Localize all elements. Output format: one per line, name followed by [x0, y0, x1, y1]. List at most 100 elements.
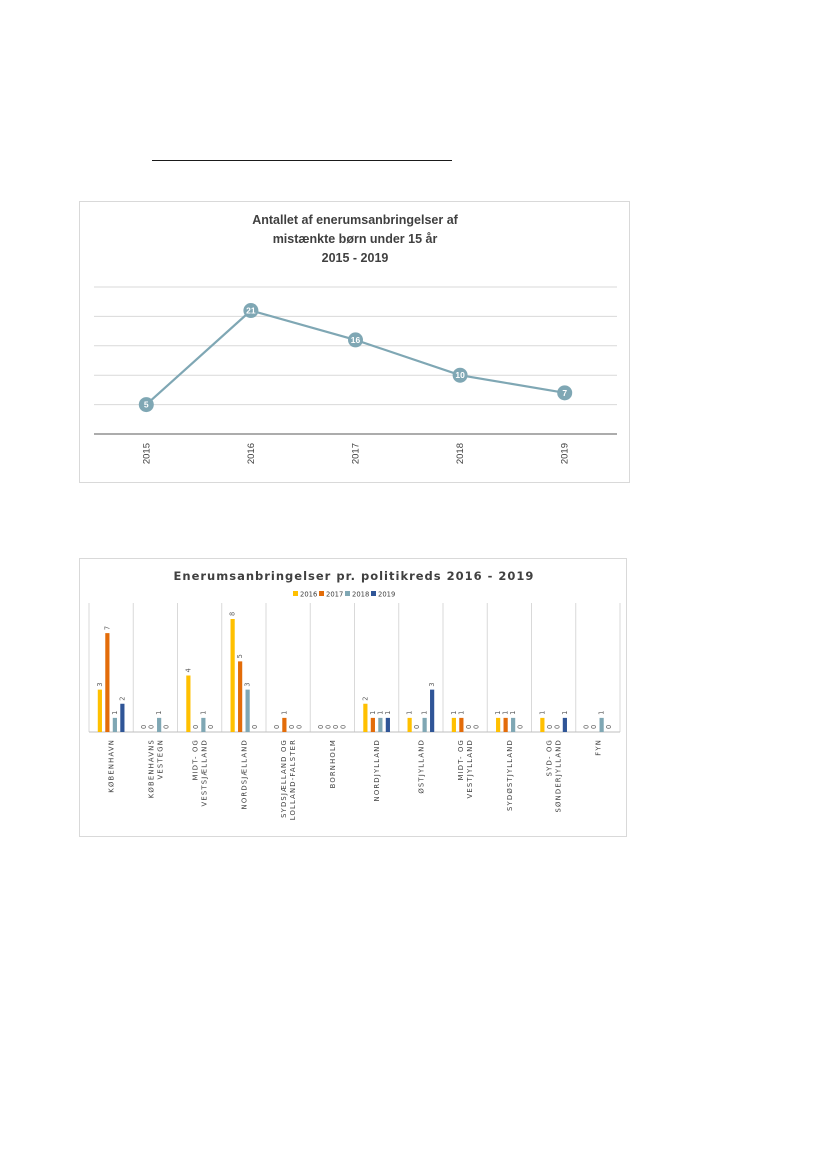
data-point-marker: [243, 303, 259, 319]
legend-swatch: [293, 591, 298, 596]
bar: [282, 717, 287, 732]
bar-value-label: 5: [236, 654, 244, 658]
bar-value-label: 0: [273, 725, 281, 729]
bar-value-label: 0: [465, 725, 473, 729]
heading-underline-rule: [152, 160, 452, 161]
bar-value-label: 1: [421, 711, 429, 715]
bar-value-label: 0: [553, 725, 561, 729]
bar-value-label: 0: [413, 725, 421, 729]
chart-title-line: Antallet af enerumsanbringelser af: [252, 213, 458, 227]
legend-swatch: [319, 591, 324, 596]
bar: [540, 717, 545, 732]
bar-value-label: 0: [251, 725, 259, 729]
x-tick-label: NORDSJÆLLAND: [240, 739, 248, 809]
bar-value-label: 1: [111, 711, 119, 715]
bar: [459, 717, 464, 732]
x-tick-label: 2017: [351, 443, 362, 464]
bar-value-label: 1: [509, 711, 517, 715]
bar-value-label: 0: [192, 725, 200, 729]
bar: [370, 717, 375, 732]
bar: [407, 717, 412, 732]
x-tick-label: SYDSJÆLLAND OG: [280, 739, 288, 818]
bar-value-label: 0: [517, 725, 525, 729]
bar-value-label: 0: [163, 725, 171, 729]
bar-value-label: 1: [598, 711, 606, 715]
bar-value-label: 0: [317, 725, 325, 729]
line-chart-svg: Antallet af enerumsanbringelser af mistæn…: [94, 213, 617, 464]
x-tick-label: VESTEGN: [156, 739, 164, 779]
bar-value-label: 0: [590, 725, 598, 729]
bar-value-label: 1: [561, 711, 569, 715]
bar-value-label: 7: [103, 626, 111, 630]
data-label: 16: [351, 335, 361, 345]
legend-swatch: [371, 591, 376, 596]
bar-value-label: 1: [155, 711, 163, 715]
bar: [230, 619, 235, 732]
bar-value-label: 1: [384, 711, 392, 715]
data-point-marker: [348, 332, 363, 348]
chart-title-line: 2015 - 2019: [322, 251, 389, 265]
bar: [451, 717, 456, 732]
bar-value-label: 0: [140, 725, 148, 729]
bar-value-label: 4: [184, 668, 192, 672]
x-tick-label: NORDJYLLAND: [373, 739, 381, 801]
bar-value-label: 2: [118, 697, 126, 701]
legend-swatch: [345, 591, 350, 596]
bar-value-label: 1: [280, 711, 288, 715]
bar-value-label: 0: [546, 725, 554, 729]
bar: [503, 717, 508, 732]
bar-value-label: 0: [207, 725, 215, 729]
bar-value-label: 3: [96, 682, 104, 686]
bar: [238, 661, 243, 732]
bar-value-label: 0: [295, 725, 303, 729]
legend-label: 2017: [326, 591, 343, 599]
bar-value-label: 0: [332, 725, 340, 729]
bar-value-label: 0: [340, 725, 348, 729]
bar-value-label: 1: [538, 711, 546, 715]
legend-label: 2018: [352, 591, 369, 599]
bar-value-label: 0: [325, 725, 333, 729]
x-tick-label: 2015: [141, 443, 152, 464]
bar-value-label: 0: [148, 725, 156, 729]
x-tick-label: 2018: [455, 443, 466, 464]
bar-value-label: 3: [428, 682, 436, 686]
data-point-marker: [138, 397, 154, 413]
data-point-marker: [557, 385, 573, 401]
bar-value-label: 1: [199, 711, 207, 715]
bar-value-label: 0: [583, 725, 591, 729]
bar-value-label: 0: [288, 725, 296, 729]
bar: [385, 717, 390, 732]
bar-value-label: 1: [494, 711, 502, 715]
x-tick-label: ØSTJYLLAND: [417, 739, 425, 794]
bar-value-label: 3: [244, 682, 252, 686]
bar: [120, 703, 125, 732]
bar: [245, 689, 250, 732]
data-label: 10: [455, 370, 465, 380]
bar: [201, 717, 206, 732]
bar-value-label: 1: [376, 711, 384, 715]
x-tick-label: 2016: [246, 443, 257, 464]
bar-value-label: 8: [229, 612, 237, 616]
x-tick-label: KØBENHAVN: [108, 739, 116, 793]
chart-title: Enerumsanbringelser pr. politikreds 2016…: [174, 569, 535, 583]
x-tick-label: BORNHOLM: [329, 739, 337, 788]
x-tick-label: SYD- OG: [546, 739, 554, 776]
bar: [511, 717, 516, 732]
data-label: 5: [144, 400, 149, 410]
bar-value-label: 1: [406, 711, 414, 715]
bar-value-label: 1: [457, 711, 465, 715]
x-tick-label: VESTSJÆLLAND: [201, 739, 209, 806]
x-tick-label: SYDØSTJYLLAND: [506, 739, 514, 811]
bar: [112, 717, 117, 732]
bar: [157, 717, 162, 732]
chart-title-line: mistænkte børn under 15 år: [273, 232, 438, 246]
bar-value-label: 0: [605, 725, 613, 729]
bar-value-label: 1: [502, 711, 510, 715]
bar-value-label: 1: [450, 711, 458, 715]
x-tick-label: MIDT- OG: [192, 739, 200, 780]
data-point-marker: [452, 367, 468, 383]
x-tick-label: MIDT- OG: [457, 739, 465, 780]
bar-value-label: 0: [472, 725, 480, 729]
bar: [105, 633, 110, 732]
bar: [363, 703, 368, 732]
